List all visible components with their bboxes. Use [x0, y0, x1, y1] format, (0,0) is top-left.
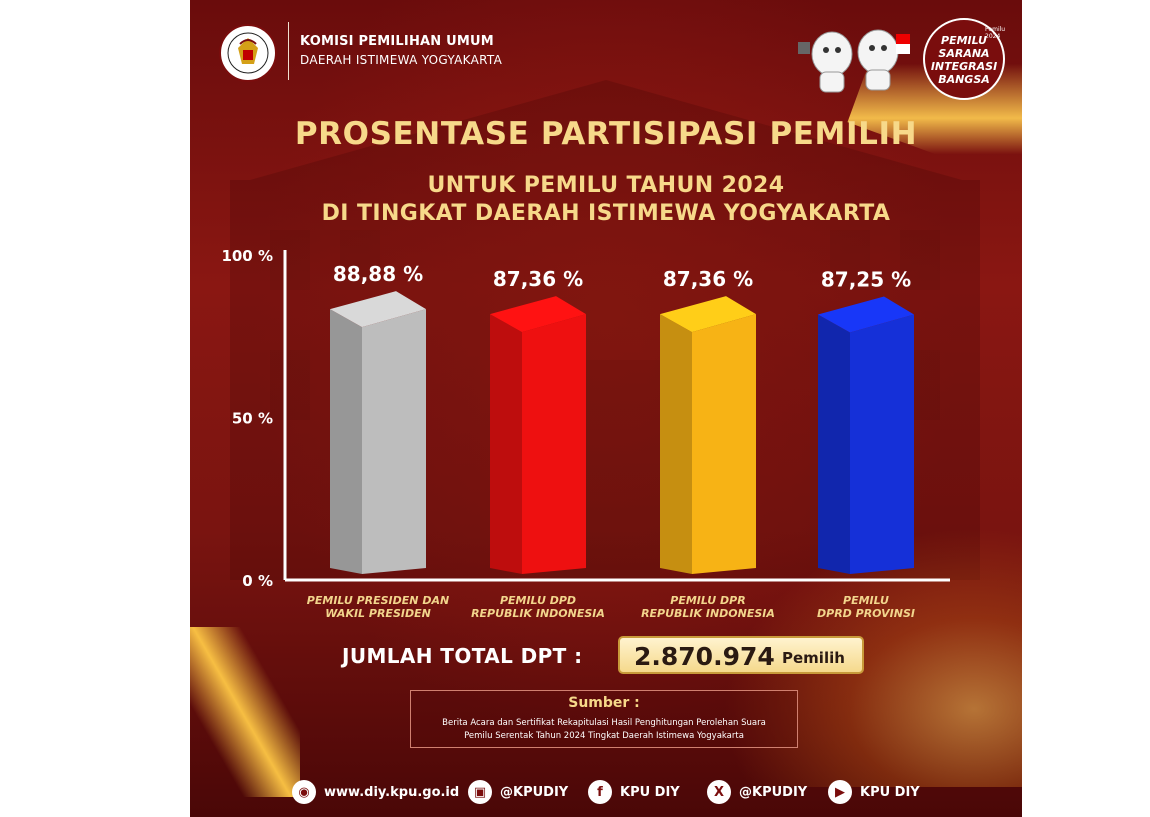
- subtitle-line1: UNTUK PEMILU TAHUN 2024: [427, 173, 785, 198]
- footer-x[interactable]: X @KPUDIY: [707, 779, 807, 805]
- bar-side: [818, 314, 850, 574]
- header-divider: [288, 22, 289, 80]
- total-dpt-label: JUMLAH TOTAL DPT :: [342, 644, 583, 668]
- y-tick-label: 100 %: [221, 247, 273, 265]
- bar-value-label: 87,36 %: [493, 267, 583, 291]
- total-dpt-unit: Pemilih: [782, 649, 845, 667]
- footer-website-text: www.diy.kpu.go.id: [324, 784, 460, 800]
- footer-instagram[interactable]: ▣ @KPUDIY: [468, 779, 568, 805]
- footer-x-text: @KPUDIY: [739, 784, 808, 800]
- subtitle-line2: DI TINGKAT DAERAH ISTIMEWA YOGYAKARTA: [321, 201, 891, 226]
- org-name-line1: KOMISI PEMILIHAN UMUM: [300, 34, 494, 49]
- kpu-logo-icon: [219, 24, 277, 82]
- x-icon: X: [707, 780, 731, 804]
- source-line1: Berita Acara dan Sertifikat Rekapitulasi…: [442, 718, 766, 728]
- bar-value-label: 88,88 %: [333, 262, 423, 286]
- bar-side: [490, 314, 522, 574]
- bar: [692, 314, 756, 574]
- badge-small-text: Pemilu 2024: [985, 26, 1006, 40]
- x-category-label: PEMILU DPD: [500, 594, 576, 607]
- poster: KOMISI PEMILIHAN UMUM DAERAH ISTIMEWA YO…: [190, 0, 1022, 817]
- badge-line-2: SARANA: [938, 47, 990, 60]
- footer-facebook[interactable]: f KPU DIY: [588, 779, 680, 805]
- gold-swoosh-left: [190, 627, 300, 797]
- pemilu-badge: Pemilu 2024 PEMILU SARANA INTEGRASI BANG…: [923, 18, 1005, 100]
- source-box: Sumber : Berita Acara dan Sertifikat Rek…: [410, 690, 798, 748]
- bar-side: [330, 309, 362, 574]
- bar-chart: 0 % 50 % 100 % 88,88 % PEMILU PRESIDEN DANWA…: [221, 247, 950, 620]
- facebook-icon: f: [588, 780, 612, 804]
- x-category-label: PEMILU DPR: [670, 594, 745, 607]
- globe-icon: ◉: [292, 780, 316, 804]
- footer-youtube[interactable]: ▶ KPU DIY: [828, 779, 920, 805]
- total-dpt-value: 2.870.974: [634, 642, 775, 671]
- footer-website[interactable]: ◉ www.diy.kpu.go.id: [292, 779, 459, 805]
- x-category-label: REPUBLIK INDONESIA: [641, 607, 775, 620]
- y-tick-label: 50 %: [232, 410, 273, 428]
- bar-top: [818, 296, 914, 333]
- x-category-label: PEMILU: [843, 594, 889, 607]
- footer-instagram-text: @KPUDIY: [500, 784, 569, 800]
- badge-line-4: BANGSA: [938, 73, 990, 86]
- bar: [522, 314, 586, 574]
- x-category-label: REPUBLIK INDONESIA: [471, 607, 605, 620]
- bar: [850, 314, 914, 574]
- instagram-icon: ▣: [468, 780, 492, 804]
- x-category-label: WAKIL PRESIDEN: [325, 607, 431, 620]
- bar-value-label: 87,25 %: [821, 267, 911, 291]
- badge-line-1: PEMILU: [941, 34, 987, 47]
- x-category-label: DPRD PROVINSI: [817, 607, 915, 620]
- footer-facebook-text: KPU DIY: [620, 784, 680, 800]
- source-line2: Pemilu Serentak Tahun 2024 Tingkat Daera…: [464, 731, 744, 741]
- bar-top: [490, 296, 586, 333]
- bar-top: [660, 296, 756, 333]
- x-category-label: PEMILU PRESIDEN DAN: [307, 594, 449, 607]
- bar-value-label: 87,36 %: [663, 267, 753, 291]
- footer-youtube-text: KPU DIY: [860, 784, 920, 800]
- bar: [362, 309, 426, 574]
- page-title: PROSENTASE PARTISIPASI PEMILIH: [294, 116, 918, 152]
- mascots-icon: [798, 29, 910, 93]
- youtube-icon: ▶: [828, 780, 852, 804]
- bar-top: [330, 291, 426, 328]
- total-dpt-box: 2.870.974 Pemilih: [618, 636, 864, 674]
- source-title: Sumber :: [568, 695, 640, 711]
- bar-side: [660, 314, 692, 574]
- badge-line-3: INTEGRASI: [930, 60, 998, 73]
- y-tick-label: 0 %: [242, 572, 273, 590]
- org-name-line2: DAERAH ISTIMEWA YOGYAKARTA: [300, 53, 503, 67]
